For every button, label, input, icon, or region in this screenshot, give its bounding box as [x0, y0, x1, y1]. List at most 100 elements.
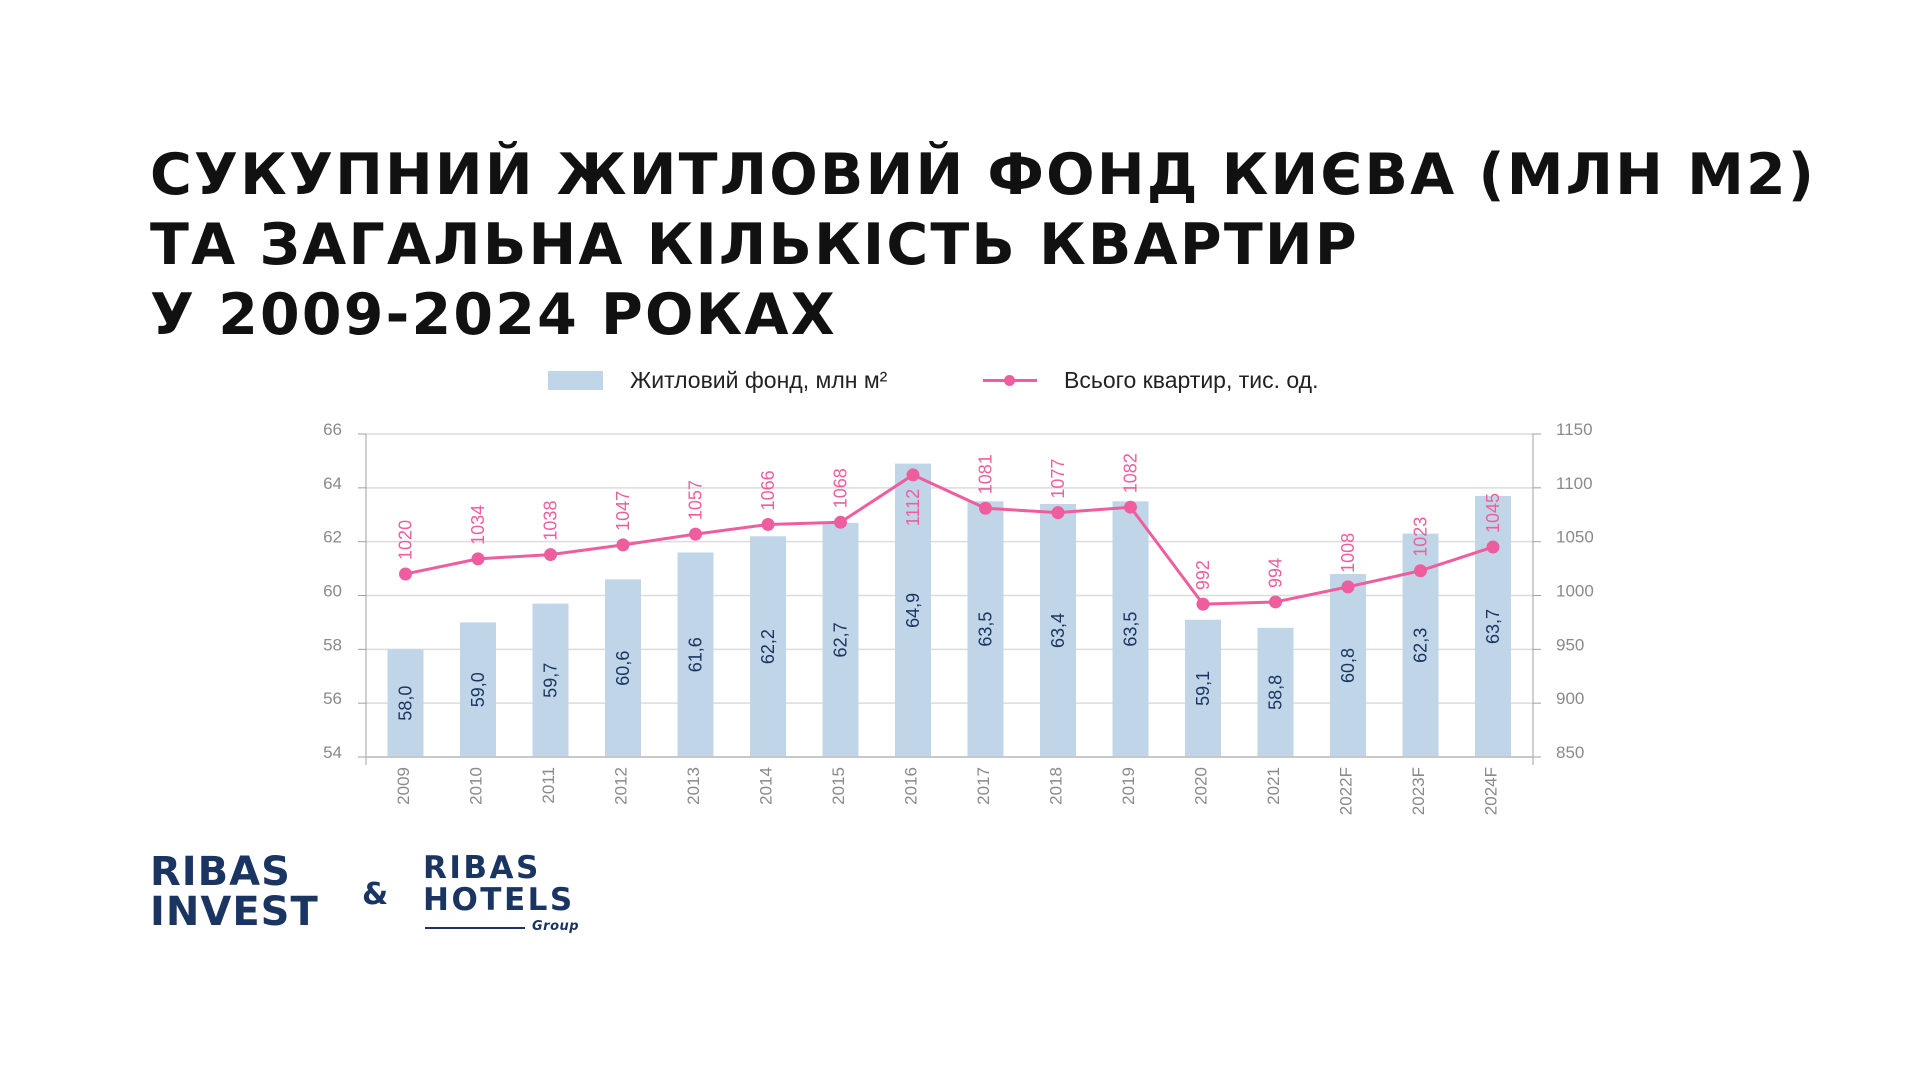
logo-hotels-word-2: HOTELS	[423, 882, 575, 918]
line-value-label: 1081	[976, 454, 996, 494]
bar-value-label: 60,6	[613, 651, 633, 686]
line-value-label: 1020	[396, 520, 416, 560]
bar-value-label: 64,9	[903, 593, 923, 628]
line-point-2020	[1196, 597, 1210, 611]
line-value-label: 1023	[1411, 517, 1431, 557]
line-point-2009	[399, 567, 412, 581]
ribas-hotels-logo: RIBAS HOTELS Group	[423, 850, 579, 938]
line-point-2017	[979, 501, 992, 515]
right-axis-tick-label: 1000	[1556, 582, 1594, 601]
x-axis-category-label: 2012	[612, 767, 631, 805]
bar-value-label: 60,8	[1338, 648, 1358, 683]
logo-invest-word-2: INVEST	[150, 889, 319, 935]
bar-value-label: 61,6	[686, 637, 706, 672]
x-axis-category-label: 2013	[684, 767, 703, 805]
line-value-label: 1045	[1483, 493, 1503, 533]
line-point-2022F	[1341, 580, 1355, 594]
line-value-label: 1057	[686, 480, 706, 520]
left-axis-tick-label: 58	[323, 635, 342, 654]
bar-2018	[1040, 503, 1076, 757]
x-axis-category-label: 2011	[539, 767, 558, 804]
line-value-label: 1066	[758, 470, 778, 510]
line-point-2011	[544, 548, 557, 562]
bar-value-label: 58,8	[1266, 675, 1286, 710]
line-marker-icon	[983, 371, 1037, 390]
line-value-label: 992	[1193, 560, 1213, 590]
bar-value-label: 63,5	[1121, 612, 1141, 647]
bar-2017	[967, 501, 1004, 757]
line-point-2013	[689, 527, 702, 541]
x-axis-category-label: 2018	[1047, 767, 1066, 805]
line-point-2010	[471, 552, 485, 566]
x-axis-category-label: 2024F	[1482, 767, 1501, 815]
left-axis-tick-label: 62	[323, 528, 342, 547]
bar-2013	[677, 552, 714, 757]
title-line-3: У 2009-2024 РОКАХ	[150, 282, 837, 348]
line-point-2014	[761, 517, 775, 531]
title-line-1: СУКУПНИЙ ЖИТЛОВИЙ ФОНД КИЄВА (МЛН М2)	[150, 142, 1817, 208]
bar-value-label: 62,7	[831, 622, 851, 657]
legend-label-housing-stock: Житловий фонд, млн м²	[630, 366, 888, 393]
line-point-2024F	[1486, 540, 1500, 554]
line-point-2019	[1124, 500, 1137, 514]
title-line-2: ТА ЗАГАЛЬНА КІЛЬКІСТЬ КВАРТИР	[150, 212, 1359, 278]
right-axis-tick-label: 950	[1556, 635, 1584, 654]
line-value-label: 1082	[1121, 453, 1141, 493]
bar-2009	[387, 649, 424, 757]
x-axis-category-label: 2016	[902, 767, 921, 805]
logo-hotels-group: Group	[532, 919, 580, 934]
x-axis-category-label: 2020	[1192, 767, 1211, 805]
x-axis-category-label: 2017	[974, 767, 993, 805]
line-value-label: 1034	[468, 505, 488, 545]
logo-invest-word-1: RIBAS	[150, 849, 291, 895]
bar-2022F	[1330, 573, 1366, 757]
chart-legend: Житловий фонд, млн м² Всього квартир, ти…	[0, 362, 1920, 398]
line-value-label: 994	[1266, 558, 1286, 588]
left-axis-tick-label: 60	[323, 582, 342, 601]
bar-2011	[532, 603, 569, 757]
line-point-2016	[906, 468, 920, 482]
logos: RIBAS INVEST & RIBAS HOTELS Group	[150, 852, 610, 942]
bar-2019	[1112, 501, 1149, 757]
left-axis-tick-label: 66	[323, 420, 342, 439]
x-axis-category-label: 2010	[467, 767, 486, 805]
bar-2014	[750, 536, 786, 757]
bar-value-label: 59,0	[468, 672, 488, 707]
line-value-label: 1047	[613, 491, 633, 531]
line-value-label: 1038	[541, 501, 561, 541]
legend-label-apartments: Всього квартир, тис. од.	[1064, 366, 1319, 393]
x-axis-category-label: 2021	[1264, 767, 1283, 805]
bar-value-label: 62,2	[758, 629, 778, 664]
x-axis-category-label: 2022F	[1337, 767, 1356, 815]
left-axis-tick-label: 54	[323, 743, 342, 762]
logo-hotels-word-1: RIBAS	[423, 850, 541, 886]
bar-value-label: 63,4	[1048, 613, 1068, 648]
right-axis-tick-label: 1150	[1556, 420, 1593, 439]
chart-title: СУКУПНИЙ ЖИТЛОВИЙ ФОНД КИЄВА (МЛН М2) ТА…	[150, 140, 1816, 350]
bar-2010	[460, 622, 496, 757]
legend-item-housing-stock: Житловий фонд, млн м²	[548, 362, 887, 398]
x-axis-category-label: 2023F	[1409, 767, 1428, 815]
line-value-label: 1068	[831, 468, 851, 508]
left-axis-tick-label: 64	[323, 474, 342, 493]
line-value-label: 1077	[1048, 459, 1068, 499]
bar-value-label: 59,1	[1193, 671, 1213, 706]
line-point-2015	[834, 515, 847, 529]
bar-2021	[1257, 627, 1294, 757]
line-value-label: 1008	[1338, 533, 1358, 573]
bar-2015	[822, 522, 859, 757]
bar-2016	[895, 463, 931, 757]
line-point-2021	[1269, 595, 1282, 609]
legend-item-apartments: Всього квартир, тис. од.	[983, 362, 1319, 398]
right-axis-tick-label: 850	[1556, 743, 1584, 762]
bar-value-label: 63,7	[1483, 609, 1503, 644]
line-point-2012	[616, 538, 630, 552]
logo-separator: &	[362, 877, 389, 912]
bar-value-label: 59,7	[541, 663, 561, 698]
x-axis-category-label: 2014	[757, 767, 776, 805]
right-axis-tick-label: 1050	[1556, 528, 1594, 547]
logo-underline	[425, 927, 525, 929]
line-value-label: 1112	[903, 489, 923, 526]
